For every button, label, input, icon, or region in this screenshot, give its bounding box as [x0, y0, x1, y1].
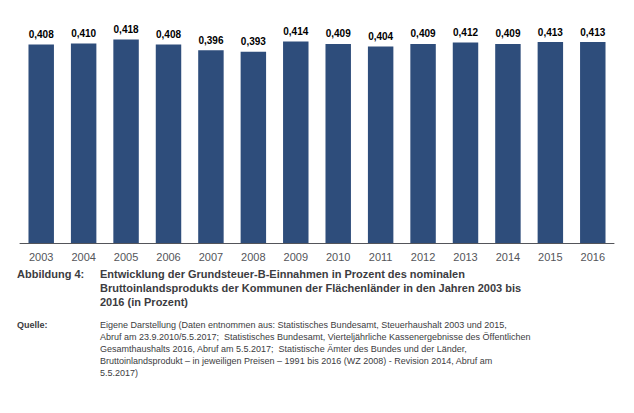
svg-text:2013: 2013: [453, 251, 477, 263]
svg-text:Abruf am 23.9.2010/5.5.2017;: Abruf am 23.9.2010/5.5.2017; Statistisch…: [100, 332, 530, 342]
svg-text:Entwicklung der Grundsteuer-B-: Entwicklung der Grundsteuer-B-Einnahmen …: [100, 268, 465, 280]
svg-text:Gesamthaushalts 2016, Abruf am: Gesamthaushalts 2016, Abruf am 5.5.2017;…: [100, 344, 467, 354]
svg-text:2005: 2005: [114, 251, 138, 263]
svg-text:0,396: 0,396: [198, 35, 223, 46]
svg-text:0,408: 0,408: [156, 29, 181, 40]
svg-text:2009: 2009: [284, 251, 308, 263]
svg-text:2012: 2012: [411, 251, 435, 263]
svg-text:2011: 2011: [369, 251, 393, 263]
svg-text:Eigene Darstellung (Daten entn: Eigene Darstellung (Daten entnommen aus:…: [100, 320, 507, 330]
svg-text:0,410: 0,410: [71, 28, 96, 39]
svg-text:Bruttoinlandsprodukts der Komm: Bruttoinlandsprodukts der Kommunen der F…: [100, 282, 521, 294]
svg-text:0,404: 0,404: [368, 31, 393, 42]
svg-text:Abbildung 4:: Abbildung 4:: [17, 268, 84, 280]
svg-text:0,409: 0,409: [411, 28, 436, 39]
svg-text:0,413: 0,413: [538, 27, 563, 38]
svg-text:2004: 2004: [71, 251, 95, 263]
svg-text:5.5.2017): 5.5.2017): [100, 368, 138, 378]
svg-text:0,393: 0,393: [241, 36, 266, 47]
svg-text:0,409: 0,409: [495, 28, 520, 39]
svg-text:2008: 2008: [241, 251, 265, 263]
svg-text:2016 (in Prozent): 2016 (in Prozent): [100, 296, 188, 308]
svg-text:0,412: 0,412: [453, 27, 478, 38]
svg-text:2003: 2003: [29, 251, 53, 263]
svg-text:2006: 2006: [156, 251, 180, 263]
svg-text:Bruttoinlandsprodukt – in jewe: Bruttoinlandsprodukt – in jeweiligen Pre…: [100, 356, 492, 366]
svg-text:2014: 2014: [496, 251, 520, 263]
svg-text:2007: 2007: [199, 251, 223, 263]
svg-text:2010: 2010: [326, 251, 350, 263]
svg-text:0,408: 0,408: [29, 29, 54, 40]
svg-text:0,414: 0,414: [283, 26, 308, 37]
svg-text:0,413: 0,413: [580, 27, 605, 38]
svg-text:2016: 2016: [581, 251, 605, 263]
svg-text:Quelle:: Quelle:: [17, 320, 48, 330]
svg-text:0,418: 0,418: [114, 24, 139, 35]
svg-text:0,409: 0,409: [326, 28, 351, 39]
svg-text:2015: 2015: [538, 251, 562, 263]
